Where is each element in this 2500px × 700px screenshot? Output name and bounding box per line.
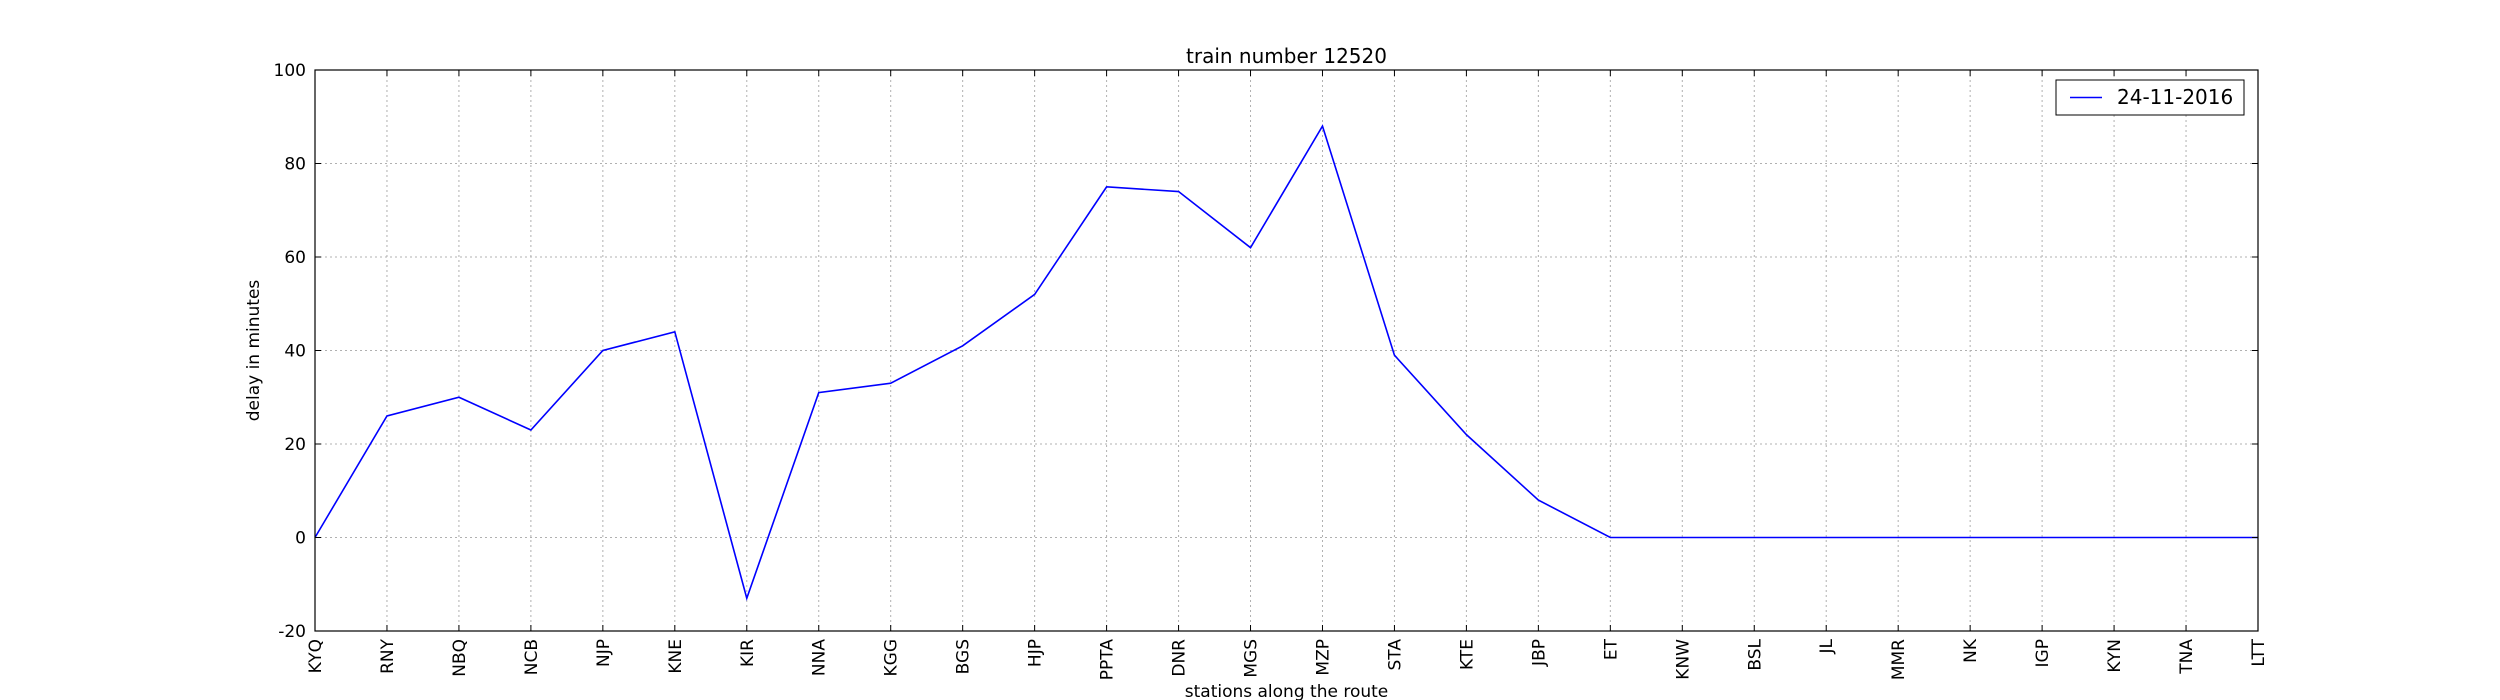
x-tick-label: TNA <box>2177 639 2197 675</box>
legend-label: 24-11-2016 <box>2117 85 2233 109</box>
y-tick-label: 40 <box>284 342 306 362</box>
x-tick-label: KYQ <box>306 639 326 673</box>
x-tick-label: NBQ <box>450 639 470 677</box>
x-axis-ticks: KYQ RNY NBQ NCB NJP KNE KIR NNA KGG BGS HJP PPTA DNR… <box>306 70 2269 680</box>
x-tick-label: MZP <box>1313 639 1333 676</box>
x-tick-label: NK <box>1961 638 1981 663</box>
x-tick-label: KNE <box>666 639 686 674</box>
x-tick-label: STA <box>1385 639 1405 671</box>
x-tick-label: HJP <box>1026 639 1046 667</box>
y-tick-label: -20 <box>278 622 306 642</box>
series-line <box>314 124 2258 601</box>
y-tick-label: 0 <box>295 529 306 549</box>
series-layer <box>314 124 2258 601</box>
y-axis-label: delay in minutes <box>244 280 264 422</box>
x-tick-label: JL <box>1817 638 1837 654</box>
x-tick-label: KYN <box>2105 639 2125 673</box>
x-tick-label: KIR <box>738 639 758 667</box>
x-tick-label: KGG <box>882 639 902 677</box>
legend: 24-11-2016 <box>2055 79 2245 116</box>
x-tick-label: MGS <box>1242 639 1262 678</box>
y-tick-label: 80 <box>284 155 306 175</box>
x-tick-label: JBP <box>1529 639 1549 667</box>
x-tick-label: BSL <box>1745 638 1765 670</box>
x-tick-label: KTE <box>1457 639 1477 670</box>
x-tick-label: KNW <box>1673 639 1693 680</box>
x-tick-label: ET <box>1601 638 1621 660</box>
x-tick-label: DNR <box>1170 639 1190 677</box>
y-tick-label: 100 <box>274 61 306 81</box>
chart-title: train number 12520 <box>1186 44 1387 68</box>
y-tick-label: 20 <box>284 435 306 455</box>
x-axis-label: stations along the route <box>1185 682 1389 700</box>
x-tick-label: IGP <box>2033 639 2053 667</box>
x-tick-label: BGS <box>954 639 974 674</box>
x-tick-label: LTT <box>2249 638 2269 666</box>
x-tick-label: PPTA <box>1098 639 1118 681</box>
x-tick-label: NNA <box>810 639 830 676</box>
x-tick-label: NJP <box>594 639 614 667</box>
x-tick-label: MMR <box>1889 639 1909 680</box>
x-tick-label: NCB <box>522 639 542 675</box>
x-tick-label: RNY <box>378 638 398 674</box>
y-axis-ticks: -20 0 20 40 60 80 100 <box>274 61 2258 642</box>
y-tick-label: 60 <box>284 248 306 268</box>
grid-lines <box>315 70 2258 631</box>
